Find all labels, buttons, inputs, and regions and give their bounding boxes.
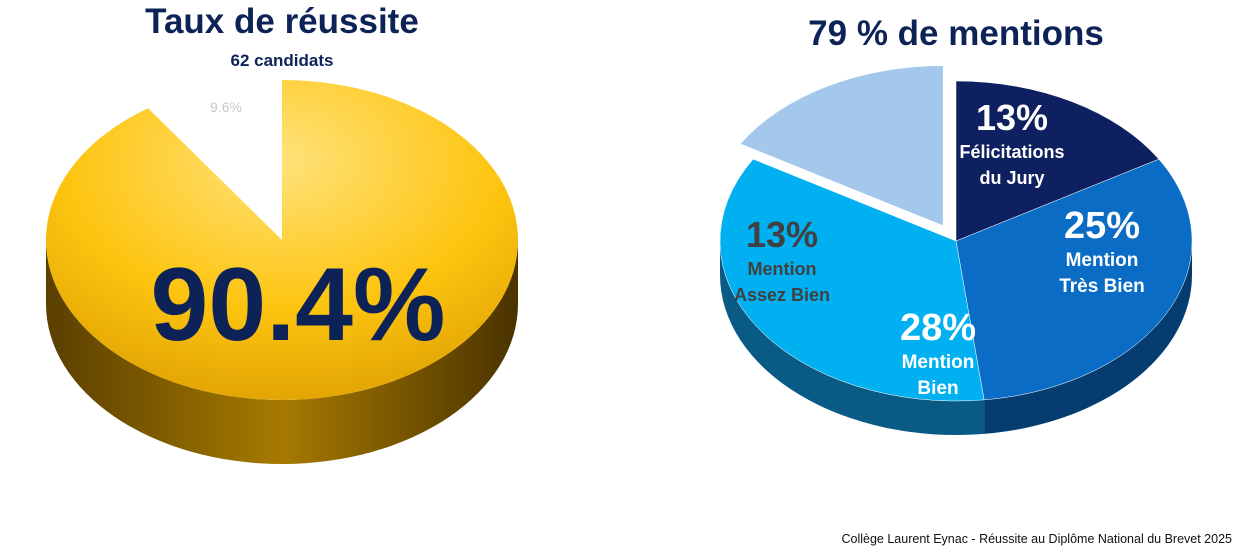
success-slice — [45, 80, 519, 400]
success-value-label: 90.4% — [151, 247, 446, 363]
mention-category-label: Mention — [748, 259, 817, 279]
mention-slice — [719, 158, 985, 402]
success-pie: 90.4% 9.6% — [45, 80, 519, 464]
chart-subtitle-candidates: 62 candidats — [230, 51, 334, 70]
mention-slice — [955, 80, 1160, 242]
chart-title-success-rate: Taux de réussite — [145, 2, 419, 41]
mention-value-label: 28% — [900, 307, 976, 349]
mentions-pie: 13% Félicitations du Jury 25% Mention Très Bi… — [719, 65, 1193, 436]
mention-value-label: 13% — [746, 214, 818, 255]
chart-title-mentions: 79 % de mentions — [808, 14, 1104, 53]
mention-category-label: du Jury — [979, 168, 1044, 188]
mention-category-label: Mention — [1066, 250, 1139, 271]
mention-slice-side — [720, 241, 985, 436]
mention-category-label: Mention — [902, 352, 975, 373]
mention-category-label: Assez Bien — [734, 285, 830, 305]
mention-slice — [739, 65, 944, 227]
mention-category-label: Très Bien — [1059, 276, 1145, 297]
footer-caption: Collège Laurent Eynac - Réussite au Dipl… — [841, 532, 1232, 546]
mention-value-label: 13% — [976, 97, 1048, 138]
mention-slice — [955, 158, 1193, 401]
failure-value-label: 9.6% — [210, 99, 242, 115]
mention-value-label: 25% — [1064, 205, 1140, 247]
mention-category-label: Félicitations — [959, 142, 1064, 162]
success-slice-side — [46, 240, 518, 464]
mention-category-label: Bien — [917, 378, 958, 399]
mention-slice-side — [984, 241, 1192, 434]
